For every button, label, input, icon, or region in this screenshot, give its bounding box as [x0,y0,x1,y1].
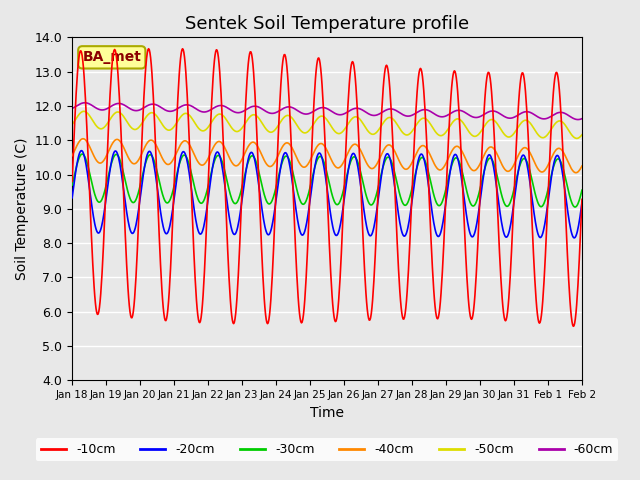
Legend: -10cm, -20cm, -30cm, -40cm, -50cm, -60cm: -10cm, -20cm, -30cm, -40cm, -50cm, -60cm [36,438,618,461]
Title: Sentek Soil Temperature profile: Sentek Soil Temperature profile [185,15,469,33]
Y-axis label: Soil Temperature (C): Soil Temperature (C) [15,138,29,280]
X-axis label: Time: Time [310,406,344,420]
Text: BA_met: BA_met [83,50,141,64]
